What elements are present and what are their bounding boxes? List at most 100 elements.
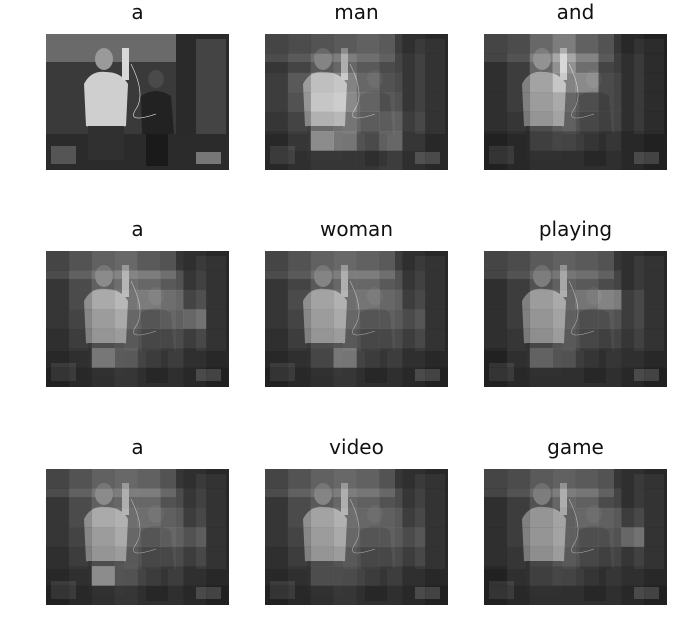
attention-cell (379, 111, 403, 132)
attention-cell (265, 328, 289, 349)
attention-cell (68, 507, 93, 528)
attention-cell (160, 328, 184, 349)
attention-cell (183, 507, 207, 528)
attention-cell (552, 92, 576, 113)
attention-cell (265, 566, 289, 586)
attention-image (484, 34, 667, 170)
attention-cell (621, 527, 645, 548)
attention-cell (379, 469, 403, 489)
attention-cell (265, 289, 289, 310)
attention-cell (552, 72, 576, 93)
attention-cell (425, 367, 448, 387)
attention-cell (598, 92, 622, 113)
attention-cell (425, 309, 448, 330)
attention-cell (206, 566, 229, 586)
attention-cell (183, 546, 207, 567)
attention-cell (552, 328, 576, 349)
attention-cell (425, 566, 448, 586)
attention-cell (46, 289, 70, 310)
attention-image (46, 251, 229, 387)
attention-cell (621, 53, 645, 74)
attention-cell (356, 546, 380, 567)
attention-cell (575, 507, 599, 528)
attention-cell (287, 546, 312, 567)
attention-cell (160, 289, 184, 310)
attention-cell (183, 585, 207, 605)
attention-cell (91, 585, 115, 605)
attention-cell (552, 111, 576, 132)
attention-cell (114, 251, 138, 271)
attention-cell (310, 131, 334, 151)
attention-cell (484, 251, 508, 271)
attention-cell (644, 527, 667, 548)
attention-cell (425, 150, 448, 170)
attention-cell (333, 328, 357, 349)
attention-cell (287, 111, 312, 132)
attention-cell (287, 251, 312, 271)
attention-cell (356, 367, 380, 387)
attention-cell (598, 348, 622, 368)
attention-cell (575, 309, 599, 330)
attention-cell (598, 527, 622, 548)
attention-cell (356, 488, 380, 509)
attention-cell (379, 566, 403, 586)
attention-cell (310, 92, 334, 113)
attention-cell (137, 367, 161, 387)
attention-cell (333, 309, 357, 330)
attention-cell (529, 348, 553, 368)
attention-cell (484, 309, 508, 330)
attention-cell (644, 328, 667, 349)
attention-cell (137, 527, 161, 548)
attention-cell (379, 328, 403, 349)
attention-cell (402, 150, 426, 170)
attention-cell (402, 34, 426, 54)
attention-cell (506, 72, 531, 93)
attention-cell (46, 367, 70, 387)
attention-cell (265, 53, 289, 74)
attention-cell (644, 309, 667, 330)
attention-cell (183, 309, 207, 330)
attention-cell (506, 53, 531, 74)
attention-cell (552, 527, 576, 548)
attention-cell (333, 53, 357, 74)
attention-cell (137, 546, 161, 567)
attention-cell (506, 507, 531, 528)
attention-cell (506, 34, 531, 54)
attention-cell (484, 348, 508, 368)
attention-cell (575, 585, 599, 605)
attention-cell (402, 507, 426, 528)
attention-cell (287, 527, 312, 548)
attention-cell (529, 150, 553, 170)
attention-cell (356, 92, 380, 113)
attention-cell (552, 546, 576, 567)
attention-cell (598, 289, 622, 310)
attention-cell (506, 328, 531, 349)
attention-cell (46, 469, 70, 489)
attention-cell (46, 527, 70, 548)
word-caption: a (131, 0, 144, 24)
attention-image (265, 469, 448, 605)
attention-cell (333, 507, 357, 528)
attention-cell (425, 546, 448, 567)
attention-cell (379, 72, 403, 93)
attention-cell (621, 546, 645, 567)
attention-cell (484, 566, 508, 586)
attention-cell (265, 251, 289, 271)
attention-cell (484, 289, 508, 310)
attention-cell (529, 546, 553, 567)
attention-cell (356, 270, 380, 291)
attention-cell (160, 507, 184, 528)
attention-cell (114, 546, 138, 567)
attention-cell (379, 251, 403, 271)
attention-cell (402, 270, 426, 291)
attention-cell (575, 566, 599, 586)
attention-cell (68, 328, 93, 349)
attention-cell (598, 150, 622, 170)
attention-cell (287, 309, 312, 330)
attention-cell (206, 585, 229, 605)
attention-cell (621, 150, 645, 170)
attention-cell (575, 469, 599, 489)
attention-cell (598, 72, 622, 93)
attention-cell (598, 309, 622, 330)
attention-cell (310, 150, 334, 170)
